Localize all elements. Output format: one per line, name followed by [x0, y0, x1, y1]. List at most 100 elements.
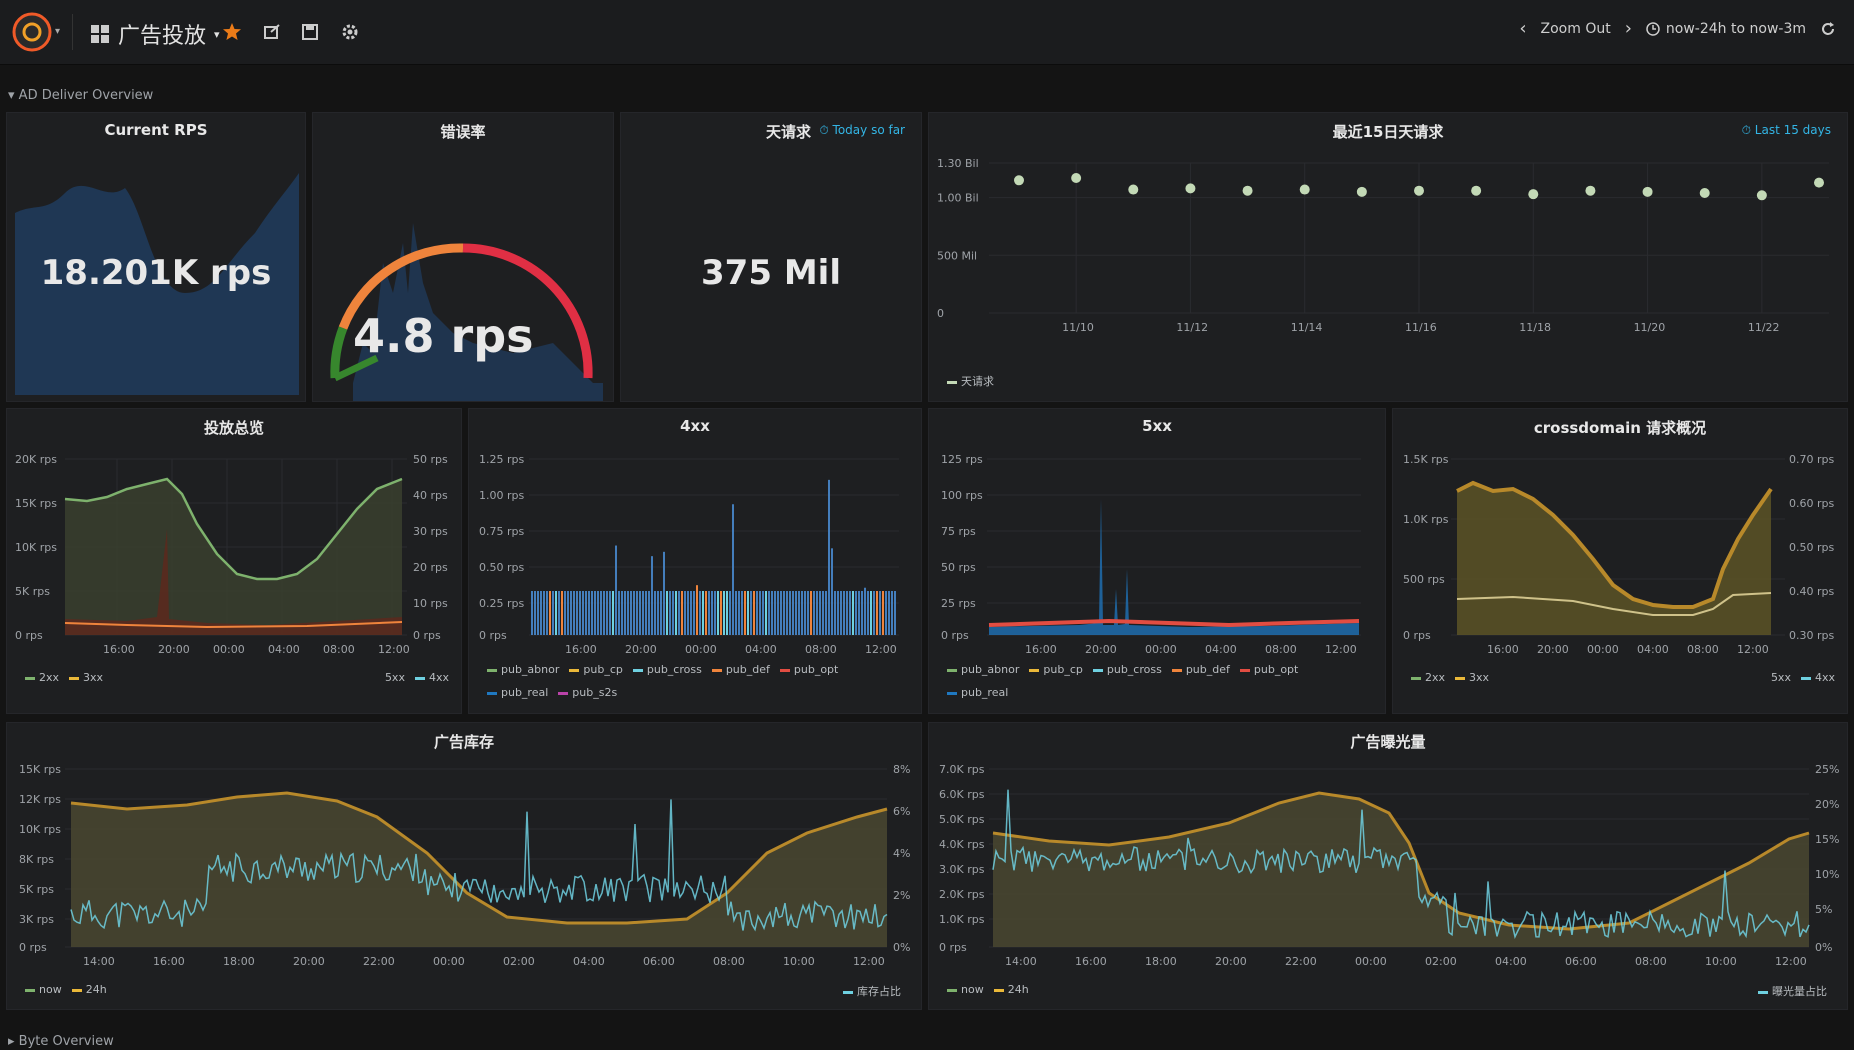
scatter-point[interactable]	[1071, 173, 1082, 183]
legend-item-4xx[interactable]: 4xx	[414, 671, 449, 684]
scatter-point[interactable]	[1528, 189, 1539, 200]
legend-item-3xx[interactable]: 3xx	[1455, 671, 1489, 684]
svg-text:02:00: 02:00	[1425, 955, 1457, 968]
x-tick-label: 11/20	[1634, 321, 1666, 334]
legend-item-3xx[interactable]: 3xx	[69, 671, 103, 684]
y-axis-right: 25% 20% 15% 10% 5% 0%	[1815, 763, 1839, 954]
gear-icon[interactable]	[340, 22, 360, 42]
scatter-point[interactable]	[1471, 185, 1482, 196]
bar	[651, 556, 653, 635]
scatter-point[interactable]	[1814, 177, 1824, 188]
svg-text:1.0K rps: 1.0K rps	[1403, 513, 1449, 526]
scatter-point[interactable]	[1185, 183, 1196, 194]
legend-item-5xx[interactable]: 5xx	[1770, 671, 1791, 684]
badge-label: Last 15 days	[1754, 123, 1831, 137]
legend-item-5xx[interactable]: 5xx	[384, 671, 405, 684]
svg-text:08:00: 08:00	[1687, 643, 1719, 656]
legend-item-2xx[interactable]: 2xx	[1411, 671, 1445, 684]
svg-text:0 rps: 0 rps	[941, 629, 969, 642]
bar	[864, 587, 866, 635]
svg-text:25%: 25%	[1815, 763, 1839, 776]
scatter-point[interactable]	[1585, 185, 1596, 196]
bar	[741, 591, 743, 635]
legend-swatch	[1411, 676, 1421, 680]
legend-item-now[interactable]: now	[947, 983, 984, 996]
svg-text:10:00: 10:00	[1705, 955, 1737, 968]
share-icon[interactable]	[262, 22, 282, 42]
legend-swatch	[487, 691, 497, 695]
bar	[555, 591, 557, 635]
svg-text:00:00: 00:00	[213, 643, 245, 656]
legend-item[interactable]: pub_cp	[1029, 663, 1083, 676]
legend-item[interactable]: pub_real	[947, 686, 1008, 699]
panel-title: crossdomain 请求概况	[1533, 419, 1707, 437]
bar	[549, 591, 551, 635]
scatter-point[interactable]	[1756, 190, 1767, 201]
legend-item[interactable]: pub_def	[711, 663, 770, 676]
scatter-point[interactable]	[1299, 184, 1310, 195]
scatter-point[interactable]	[1642, 186, 1653, 197]
legend-label: pub_s2s	[572, 686, 618, 699]
svg-text:8K rps: 8K rps	[19, 853, 54, 866]
legend-item[interactable]: pub_opt	[779, 663, 838, 676]
star-icon[interactable]	[222, 22, 242, 42]
panel-title: 投放总览	[203, 419, 264, 437]
legend-item[interactable]: pub_opt	[1239, 663, 1298, 676]
legend-item[interactable]: pub_def	[1171, 663, 1230, 676]
row-title-label: AD Deliver Overview	[18, 88, 154, 103]
svg-text:5K rps: 5K rps	[19, 883, 54, 896]
bar	[777, 591, 779, 635]
legend-item[interactable]: pub_s2s	[558, 686, 617, 699]
scatter-point[interactable]	[1356, 186, 1367, 197]
panel-error-rate: 错误率 4.8 rps	[312, 112, 614, 402]
legend-item-24h[interactable]: 24h	[993, 983, 1029, 996]
scatter-point[interactable]	[1414, 185, 1424, 196]
scatter-point[interactable]	[1014, 175, 1024, 186]
scatter-point[interactable]	[1699, 188, 1710, 198]
legend-label: pub_def	[725, 663, 770, 676]
legend-item-ratio[interactable]: 库存占比	[843, 983, 901, 999]
legend-item[interactable]: 天请求	[947, 373, 994, 389]
scatter-point[interactable]	[1128, 184, 1139, 195]
refresh-icon[interactable]	[1820, 21, 1836, 37]
legend-item[interactable]: pub_cross	[1092, 663, 1162, 676]
legend-label: pub_def	[1185, 663, 1230, 676]
sparkline-area	[15, 173, 299, 395]
legend-item-ratio[interactable]: 曝光量占比	[1758, 983, 1827, 999]
scatter-point[interactable]	[1242, 185, 1253, 196]
chevron-right-icon[interactable]: ›	[1624, 18, 1632, 39]
legend-item-4xx[interactable]: 4xx	[1800, 671, 1835, 684]
legend-item[interactable]: pub_abnor	[947, 663, 1019, 676]
legend-label: 4xx	[1814, 671, 1835, 684]
y-axis-left: 1.5K rps 1.0K rps 500 rps 0 rps	[1403, 453, 1449, 642]
zoom-out-button[interactable]: Zoom Out	[1540, 20, 1611, 37]
y-axis-left: 20K rps 15K rps 10K rps 5K rps 0 rps	[15, 453, 57, 642]
legend-item[interactable]: pub_real	[487, 686, 548, 699]
bar	[723, 591, 725, 635]
chevron-left-icon[interactable]: ‹	[1519, 18, 1527, 39]
legend-swatch	[1800, 676, 1811, 680]
save-icon[interactable]	[300, 22, 320, 42]
svg-text:1.25 rps: 1.25 rps	[479, 453, 524, 466]
chevron-down-icon[interactable]: ▾	[55, 26, 61, 37]
legend-item-now[interactable]: now	[25, 983, 62, 996]
legend-item[interactable]: pub_cp	[569, 663, 623, 676]
time-override-badge[interactable]: ⏱ Today so far	[819, 123, 905, 137]
legend-swatch	[947, 691, 957, 695]
legend-item[interactable]: pub_cross	[632, 663, 702, 676]
legend-item-24h[interactable]: 24h	[71, 983, 107, 996]
row-title-overview[interactable]: ▾ AD Deliver Overview	[8, 88, 154, 103]
svg-text:20:00: 20:00	[293, 955, 325, 968]
svg-text:20:00: 20:00	[1085, 643, 1117, 656]
time-range-picker[interactable]: now-24h to now-3m	[1646, 21, 1806, 37]
legend-item-2xx[interactable]: 2xx	[25, 671, 59, 684]
legend-item[interactable]: pub_abnor	[487, 663, 559, 676]
top-navbar: ▾ 广告投放 ▾ ‹ Zoom Out › now-24h to now-3m	[0, 0, 1854, 65]
time-override-badge[interactable]: ⏱ Last 15 days	[1741, 123, 1831, 137]
svg-text:50 rps: 50 rps	[413, 453, 448, 466]
bar	[684, 591, 686, 635]
row-title-byte[interactable]: ▸ Byte Overview	[8, 1034, 114, 1049]
bar	[798, 591, 800, 635]
grafana-logo-icon[interactable]	[12, 12, 52, 52]
dashboard-picker[interactable]: 广告投放 ▾	[90, 18, 220, 50]
